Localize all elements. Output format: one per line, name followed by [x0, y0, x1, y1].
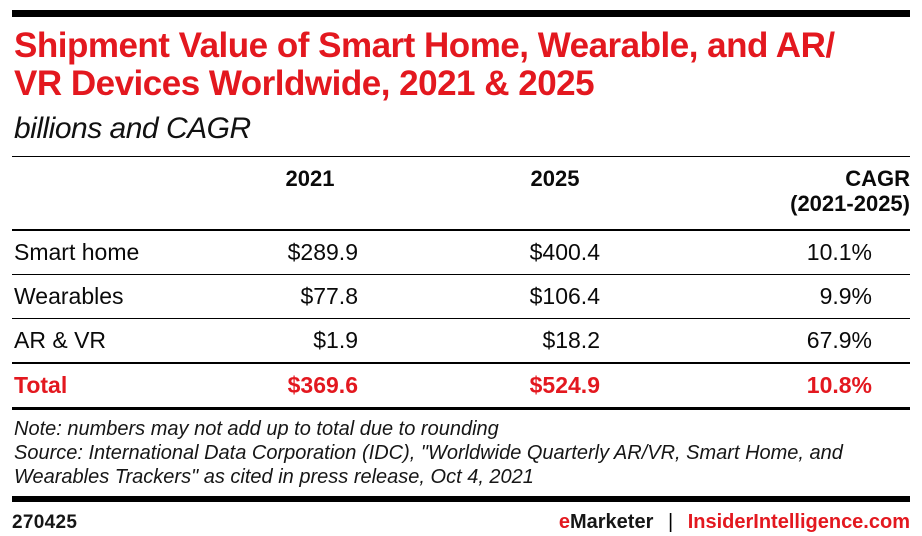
chart-subtitle: billions and CAGR	[14, 112, 251, 145]
value-2025: $18.2	[440, 318, 670, 364]
page-title-line-2: VR Devices Worldwide, 2021 & 2025	[14, 64, 595, 103]
table-row-total: Total $369.6 $524.9 10.8%	[12, 362, 910, 410]
column-header-2021: 2021	[180, 156, 440, 231]
value-2021: $289.9	[180, 230, 440, 275]
value-2021: $77.8	[180, 274, 440, 319]
bottom-rule-bar	[12, 496, 910, 502]
brand-separator: |	[667, 511, 674, 533]
total-value-2021: $369.6	[180, 362, 440, 410]
column-header-label	[12, 156, 180, 231]
source-line: Source: International Data Corporation (…	[14, 442, 843, 488]
brand-emarketer-e: e	[558, 511, 570, 533]
value-2025: $400.4	[440, 230, 670, 275]
note-line: Note: numbers may not add up to total du…	[14, 418, 499, 440]
total-value-cagr: 10.8%	[670, 362, 910, 410]
footer: 270425 eMarketer | InsiderIntelligence.c…	[12, 511, 910, 534]
column-header-cagr: CAGR (2021-2025)	[670, 156, 910, 231]
table-row-ar-vr: AR & VR $1.9 $18.2 67.9%	[12, 318, 910, 364]
row-label: Smart home	[12, 230, 180, 275]
page-title: Shipment Value of Smart Home, Wearable, …	[14, 27, 910, 103]
total-value-2025: $524.9	[440, 362, 670, 410]
column-header-cagr-line1: CAGR	[845, 166, 910, 191]
value-cagr: 10.1%	[670, 230, 910, 275]
table-header-row: 2021 2025 CAGR (2021-2025)	[12, 156, 910, 231]
table-row-wearables: Wearables $77.8 $106.4 9.9%	[12, 274, 910, 319]
value-2025: $106.4	[440, 274, 670, 319]
value-cagr: 9.9%	[670, 274, 910, 319]
brand-lockup: eMarketer | InsiderIntelligence.com	[559, 511, 910, 534]
footnotes: Note: numbers may not add up to total du…	[14, 417, 904, 489]
column-header-2025: 2025	[440, 156, 670, 231]
row-label: AR & VR	[12, 318, 180, 364]
row-label-total: Total	[12, 362, 180, 410]
top-rule-bar	[12, 10, 910, 17]
table-header: 2021 2025 CAGR (2021-2025)	[12, 156, 910, 231]
data-table: 2021 2025 CAGR (2021-2025) Smart home $2…	[12, 156, 910, 410]
brand-emarketer-name: Marketer	[569, 511, 654, 533]
chart-id: 270425	[12, 512, 78, 533]
column-header-cagr-line2: (2021-2025)	[790, 191, 910, 216]
value-2021: $1.9	[180, 318, 440, 364]
row-label: Wearables	[12, 274, 180, 319]
insider-intelligence-link[interactable]: InsiderIntelligence.com	[687, 511, 910, 533]
value-cagr: 67.9%	[670, 318, 910, 364]
page-title-line-1: Shipment Value of Smart Home, Wearable, …	[14, 26, 835, 65]
table-row-smart-home: Smart home $289.9 $400.4 10.1%	[12, 230, 910, 275]
